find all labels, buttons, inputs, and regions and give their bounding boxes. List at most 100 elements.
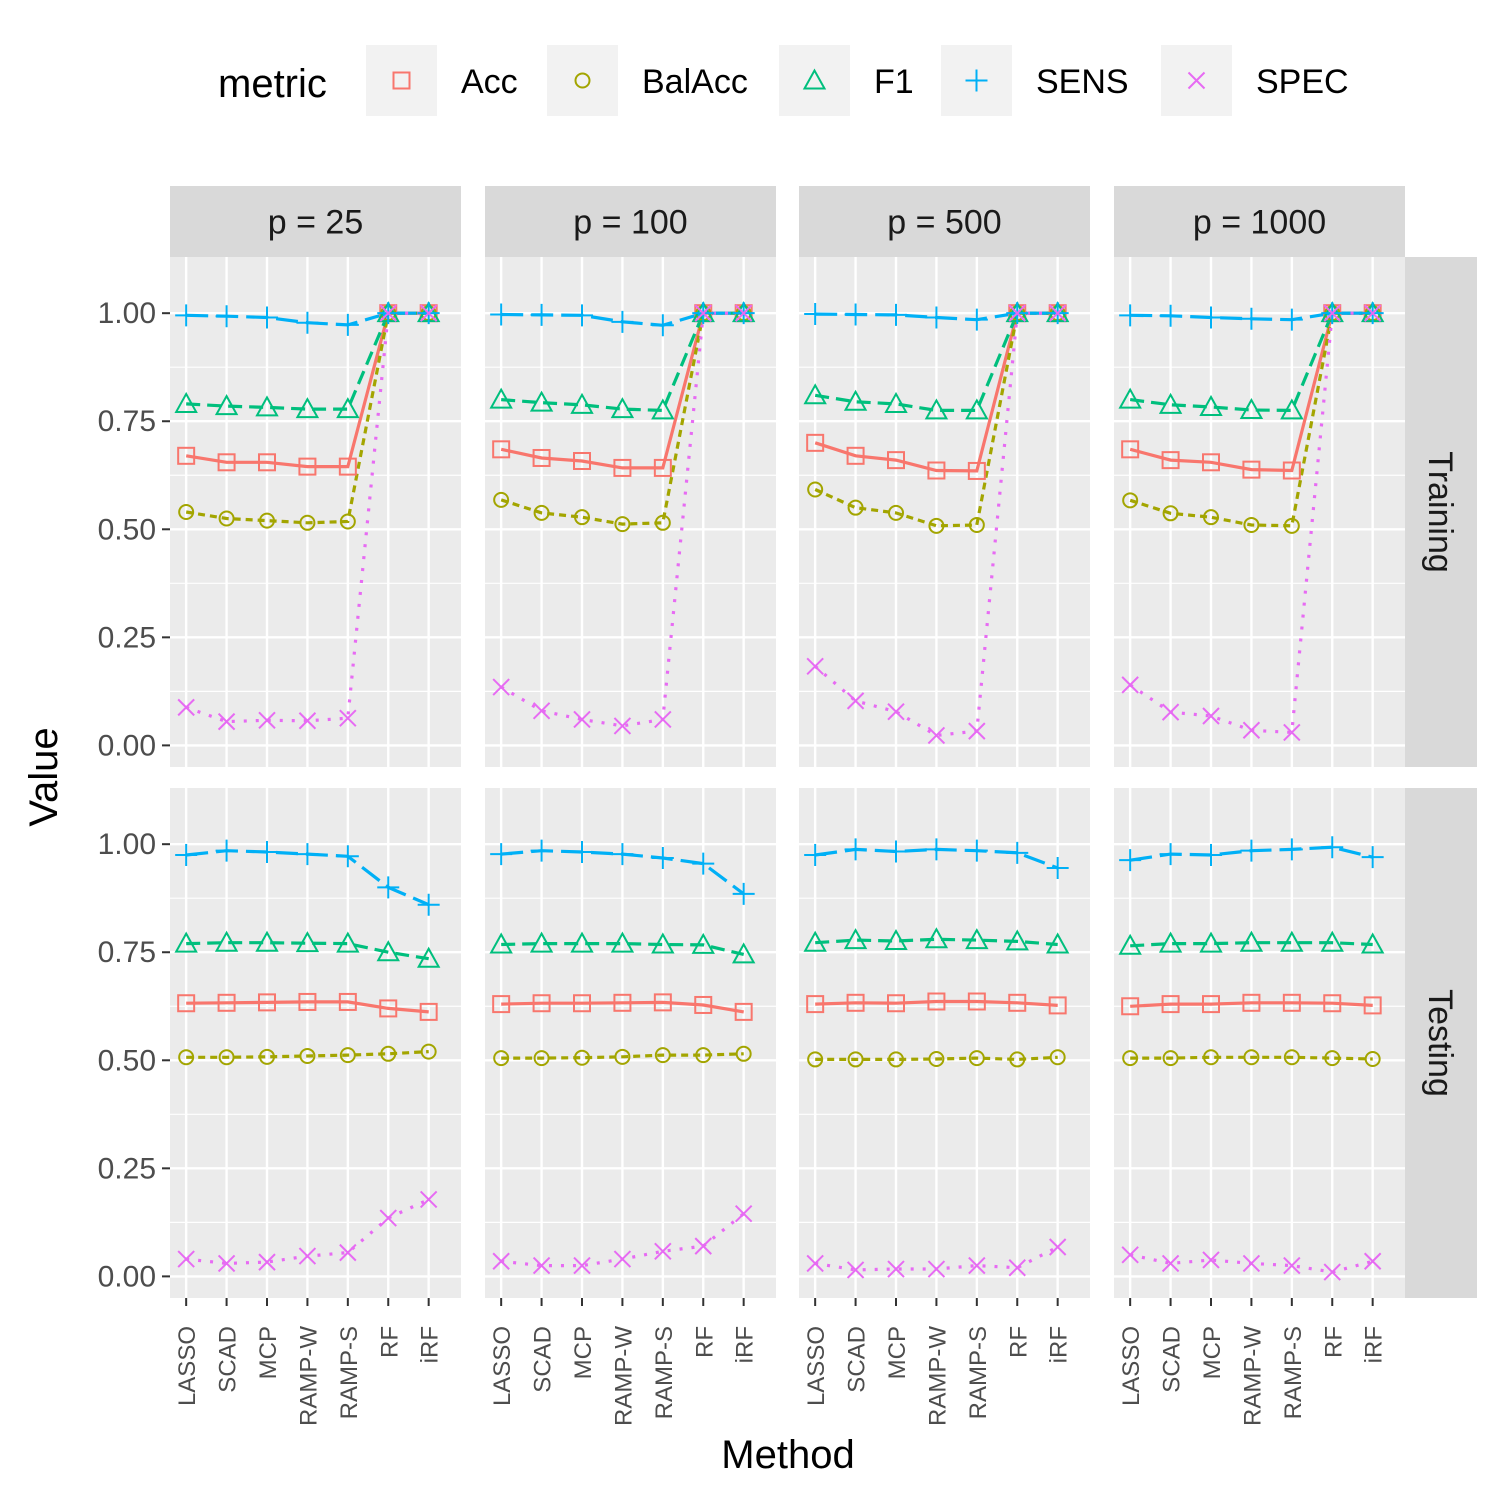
point-sens-mcp — [1200, 843, 1222, 866]
point-spec-scad — [1161, 1254, 1180, 1273]
point-spec-scad — [532, 1256, 551, 1275]
point-sens-scad — [1159, 843, 1182, 866]
point-spec-scad — [532, 702, 551, 720]
point-f1-lasso — [174, 391, 198, 413]
point-f1-ramp-s — [965, 928, 989, 950]
point-sens-mcp — [1200, 306, 1222, 329]
point-spec-mcp — [887, 702, 905, 721]
point-sens-ramp-w — [925, 306, 948, 329]
col-strip-label: p = 100 — [573, 204, 687, 242]
legend: metric Acc BalAcc F1 SENS SPEC — [218, 45, 1349, 116]
point-spec-mcp — [1202, 707, 1220, 725]
point-sens-lasso — [1119, 849, 1142, 872]
x-tick-label: MCP — [255, 1326, 282, 1379]
col-strip-background — [485, 186, 776, 257]
legend-label-f1: F1 — [874, 63, 914, 101]
point-spec-ramp-s — [1283, 723, 1301, 742]
point-f1-ramp-w — [1239, 397, 1264, 419]
point-sens-scad — [215, 839, 238, 862]
series-line-f1 — [815, 937, 1058, 947]
point-f1-ramp-s — [651, 932, 675, 954]
point-spec-lasso — [492, 1252, 510, 1270]
point-sens-ramp-w — [296, 843, 319, 866]
point-sens-mcp — [885, 303, 907, 326]
point-acc-rf — [1008, 993, 1027, 1012]
point-f1-rf — [1320, 930, 1344, 952]
point-sens-rf — [1321, 836, 1344, 859]
point-acc-scad — [217, 453, 236, 472]
panel-background — [1114, 257, 1405, 767]
point-balacc-mcp — [259, 1048, 275, 1065]
point-balacc-scad — [218, 510, 235, 527]
point-spec-scad — [846, 692, 865, 710]
series-line-acc — [815, 999, 1058, 1007]
point-acc-lasso — [1121, 997, 1140, 1016]
x-tick-label: SCAD — [1159, 1326, 1186, 1393]
point-spec-mcp — [573, 1256, 591, 1275]
point-f1-rf — [691, 932, 715, 954]
point-acc-lasso — [1121, 440, 1140, 459]
point-balacc-irf — [420, 1043, 437, 1060]
y-tick-label: 0.50 — [98, 1044, 156, 1077]
x-tick-label: RAMP-W — [610, 1326, 637, 1426]
y-tick-label: 0.25 — [98, 1152, 156, 1185]
point-acc-lasso — [177, 446, 196, 465]
point-acc-lasso — [492, 440, 511, 459]
x-tick-label: SCAD — [215, 1326, 242, 1393]
x-tick-label: iRF — [1361, 1326, 1388, 1363]
x-tick-label: RAMP-W — [924, 1326, 951, 1426]
point-balacc-ramp-w — [928, 517, 945, 534]
panel-testing-p-100: LASSO SCAD MCP RAMP-W RAMP-S RF iRF — [485, 788, 776, 1426]
point-balacc-ramp-w — [614, 516, 631, 533]
point-spec-irf — [1048, 1238, 1067, 1256]
point-f1-lasso — [1118, 933, 1142, 955]
point-f1-scad — [214, 930, 239, 952]
x-tick-label: RF — [691, 1326, 718, 1358]
x-tick-label: RAMP-S — [1280, 1326, 1307, 1419]
point-acc-lasso — [806, 433, 825, 452]
point-balacc-ramp-s — [654, 514, 671, 531]
point-acc-ramp-s — [653, 993, 672, 1012]
legend-entry-spec: SPEC — [1161, 45, 1349, 116]
point-balacc-mcp — [1203, 1049, 1219, 1066]
point-acc-ramp-w — [298, 457, 317, 476]
panel-training-p-100 — [485, 257, 776, 767]
point-f1-mcp — [884, 391, 908, 413]
point-sens-scad — [215, 305, 238, 328]
point-acc-scad — [846, 446, 865, 465]
point-sens-irf — [417, 893, 440, 916]
point-f1-ramp-s — [965, 398, 989, 420]
point-acc-mcp — [258, 453, 276, 472]
point-f1-ramp-s — [336, 397, 360, 419]
series-line-acc — [186, 1000, 429, 1014]
point-sens-irf — [1046, 856, 1069, 879]
point-spec-ramp-w — [927, 1260, 946, 1278]
point-spec-lasso — [1121, 676, 1139, 694]
x-tick-label: RAMP-S — [336, 1326, 363, 1419]
point-spec-irf — [734, 1205, 753, 1223]
x-tick-label: iRF — [1046, 1326, 1073, 1363]
legend-key-background — [366, 45, 437, 116]
point-balacc-scad — [533, 504, 550, 521]
point-f1-scad — [843, 928, 868, 950]
x-tick-label: RF — [1005, 1326, 1032, 1358]
point-acc-ramp-w — [613, 458, 632, 477]
y-tick-label: 0.75 — [98, 405, 156, 438]
col-strip-background — [170, 186, 461, 257]
series-line-balacc — [1130, 1055, 1373, 1061]
point-f1-lasso — [1118, 387, 1142, 409]
point-spec-ramp-s — [654, 710, 672, 729]
point-sens-ramp-s — [336, 845, 359, 868]
point-acc-ramp-w — [927, 461, 946, 480]
point-sens-rf — [692, 852, 715, 875]
point-sens-scad — [1159, 304, 1182, 327]
point-spec-scad — [217, 712, 236, 731]
point-acc-ramp-w — [613, 993, 632, 1012]
point-f1-ramp-s — [336, 931, 360, 953]
point-spec-irf — [1363, 304, 1382, 322]
point-sens-ramp-s — [651, 847, 674, 870]
point-spec-rf — [379, 1209, 397, 1227]
point-acc-mcp — [573, 452, 591, 470]
point-balacc-scad — [533, 1050, 550, 1067]
legend-entry-balacc: BalAcc — [547, 45, 748, 116]
